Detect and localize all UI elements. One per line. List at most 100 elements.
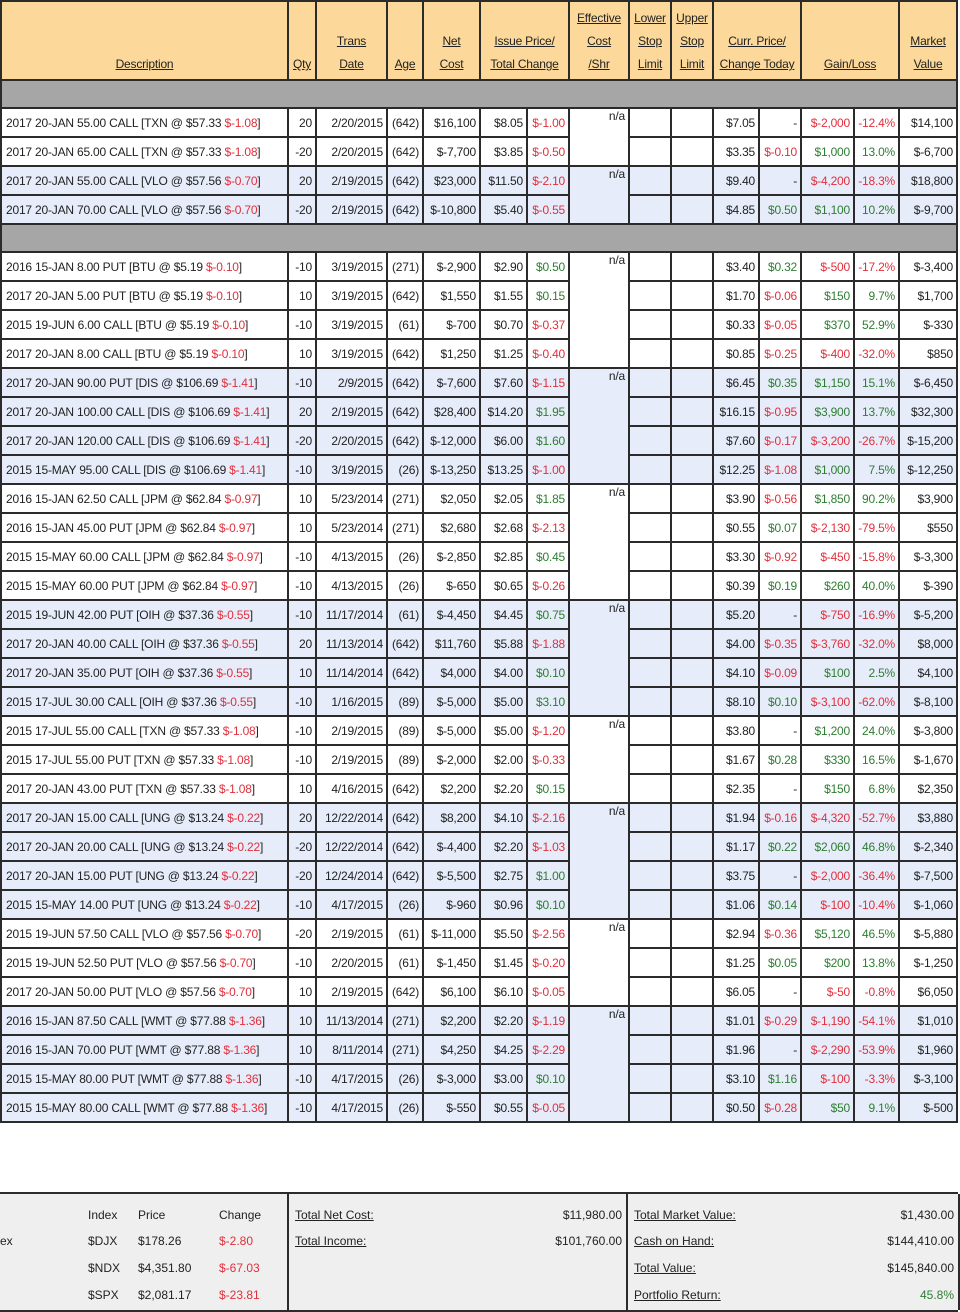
col-effective-cost[interactable]: Effective Cost/Shr bbox=[568, 0, 631, 81]
upper-stop-limit[interactable] bbox=[670, 280, 715, 311]
position-row[interactable]: 2015 19-JUN 57.50 CALL [VLO @ $57.56 $-0… bbox=[0, 918, 959, 1007]
upper-stop-limit[interactable] bbox=[670, 1063, 715, 1094]
position-row[interactable]: 2017 20-JAN 8.00 CALL [BTU @ $5.19 $-0.1… bbox=[0, 338, 959, 369]
lower-stop-limit[interactable] bbox=[628, 541, 673, 572]
position-row[interactable]: 2015 17-JUL 30.00 CALL [OIH @ $37.36 $-0… bbox=[0, 686, 959, 717]
upper-stop-limit[interactable] bbox=[670, 570, 715, 601]
position-row[interactable]: 2017 20-JAN 120.00 CALL [DIS @ $106.69 $… bbox=[0, 425, 959, 456]
position-row[interactable]: 2017 20-JAN 15.00 PUT [UNG @ $13.24 $-0.… bbox=[0, 860, 959, 891]
upper-stop-limit[interactable] bbox=[670, 1092, 715, 1123]
lower-stop-limit[interactable] bbox=[628, 889, 673, 920]
position-row[interactable]: 2016 15-JAN 8.00 PUT [BTU @ $5.19 $-0.10… bbox=[0, 251, 959, 369]
upper-stop-limit[interactable] bbox=[670, 251, 715, 282]
position-row[interactable]: 2016 15-JAN 70.00 PUT [WMT @ $77.88 $-1.… bbox=[0, 1034, 959, 1065]
lower-stop-limit[interactable] bbox=[628, 425, 673, 456]
lower-stop-limit[interactable] bbox=[628, 1005, 673, 1036]
col-trans-date[interactable]: Trans Date bbox=[315, 0, 388, 81]
lower-stop-limit[interactable] bbox=[628, 773, 673, 804]
position-row[interactable]: 2015 17-JUL 55.00 PUT [TXN @ $57.33 $-1.… bbox=[0, 744, 959, 775]
position-row[interactable]: 2016 15-JAN 45.00 PUT [JPM @ $62.84 $-0.… bbox=[0, 512, 959, 543]
lower-stop-limit[interactable] bbox=[628, 802, 673, 833]
lower-stop-limit[interactable] bbox=[628, 483, 673, 514]
lower-stop-limit[interactable] bbox=[628, 280, 673, 311]
lower-stop-limit[interactable] bbox=[628, 860, 673, 891]
position-row[interactable]: 2017 20-JAN 70.00 CALL [VLO @ $57.56 $-0… bbox=[0, 194, 959, 225]
position-row[interactable]: 2017 20-JAN 90.00 PUT [DIS @ $106.69 $-1… bbox=[0, 367, 959, 485]
lower-stop-limit[interactable] bbox=[628, 1034, 673, 1065]
position-row[interactable]: 2015 19-JUN 52.50 PUT [VLO @ $57.56 $-0.… bbox=[0, 947, 959, 978]
position-row[interactable]: 2017 20-JAN 65.00 CALL [TXN @ $57.33 $-1… bbox=[0, 136, 959, 167]
lower-stop-limit[interactable] bbox=[628, 686, 673, 717]
lower-stop-limit[interactable] bbox=[628, 1092, 673, 1123]
upper-stop-limit[interactable] bbox=[670, 483, 715, 514]
position-row[interactable]: 2017 20-JAN 50.00 PUT [VLO @ $57.56 $-0.… bbox=[0, 976, 959, 1007]
lower-stop-limit[interactable] bbox=[628, 454, 673, 485]
upper-stop-limit[interactable] bbox=[670, 165, 715, 196]
upper-stop-limit[interactable] bbox=[670, 860, 715, 891]
upper-stop-limit[interactable] bbox=[670, 802, 715, 833]
lower-stop-limit[interactable] bbox=[628, 194, 673, 225]
position-row[interactable]: 2015 15-MAY 95.00 CALL [DIS @ $106.69 $-… bbox=[0, 454, 959, 485]
position-row[interactable]: 2017 20-JAN 55.00 CALL [TXN @ $57.33 $-1… bbox=[0, 107, 959, 167]
upper-stop-limit[interactable] bbox=[670, 367, 715, 398]
lower-stop-limit[interactable] bbox=[628, 512, 673, 543]
upper-stop-limit[interactable] bbox=[670, 628, 715, 659]
position-row[interactable]: 2015 19-JUN 42.00 PUT [OIH @ $37.36 $-0.… bbox=[0, 599, 959, 717]
position-row[interactable]: 2016 15-JAN 62.50 CALL [JPM @ $62.84 $-0… bbox=[0, 483, 959, 601]
col-description[interactable]: Description bbox=[0, 0, 289, 81]
upper-stop-limit[interactable] bbox=[670, 715, 715, 746]
upper-stop-limit[interactable] bbox=[670, 136, 715, 167]
position-row[interactable]: 2017 20-JAN 100.00 CALL [DIS @ $106.69 $… bbox=[0, 396, 959, 427]
upper-stop-limit[interactable] bbox=[670, 454, 715, 485]
upper-stop-limit[interactable] bbox=[670, 425, 715, 456]
position-row[interactable]: 2017 20-JAN 43.00 PUT [TXN @ $57.33 $-1.… bbox=[0, 773, 959, 804]
position-row[interactable]: 2015 15-MAY 80.00 CALL [WMT @ $77.88 $-1… bbox=[0, 1092, 959, 1123]
lower-stop-limit[interactable] bbox=[628, 396, 673, 427]
lower-stop-limit[interactable] bbox=[628, 744, 673, 775]
lower-stop-limit[interactable] bbox=[628, 107, 673, 138]
upper-stop-limit[interactable] bbox=[670, 338, 715, 369]
position-row[interactable]: 2017 20-JAN 15.00 CALL [UNG @ $13.24 $-0… bbox=[0, 802, 959, 920]
lower-stop-limit[interactable] bbox=[628, 976, 673, 1007]
lower-stop-limit[interactable] bbox=[628, 136, 673, 167]
lower-stop-limit[interactable] bbox=[628, 1063, 673, 1094]
lower-stop-limit[interactable] bbox=[628, 599, 673, 630]
lower-stop-limit[interactable] bbox=[628, 165, 673, 196]
position-row[interactable]: 2015 15-MAY 80.00 PUT [WMT @ $77.88 $-1.… bbox=[0, 1063, 959, 1094]
upper-stop-limit[interactable] bbox=[670, 541, 715, 572]
lower-stop-limit[interactable] bbox=[628, 831, 673, 862]
col-net-cost[interactable]: Net Cost bbox=[422, 0, 481, 81]
col-curr-price[interactable]: Curr. Price/Change Today bbox=[712, 0, 803, 81]
col-issue-price[interactable]: Issue Price/Total Change bbox=[478, 0, 571, 81]
upper-stop-limit[interactable] bbox=[670, 396, 715, 427]
lower-stop-limit[interactable] bbox=[628, 657, 673, 688]
position-row[interactable]: 2017 20-JAN 55.00 CALL [VLO @ $57.56 $-0… bbox=[0, 165, 959, 225]
upper-stop-limit[interactable] bbox=[670, 889, 715, 920]
upper-stop-limit[interactable] bbox=[670, 1034, 715, 1065]
upper-stop-limit[interactable] bbox=[670, 599, 715, 630]
position-row[interactable]: 2017 20-JAN 20.00 CALL [UNG @ $13.24 $-0… bbox=[0, 831, 959, 862]
col-qty[interactable]: Qty bbox=[287, 0, 317, 81]
lower-stop-limit[interactable] bbox=[628, 715, 673, 746]
col-gain-loss[interactable]: Gain/Loss bbox=[800, 0, 901, 81]
lower-stop-limit[interactable] bbox=[628, 570, 673, 601]
upper-stop-limit[interactable] bbox=[670, 918, 715, 949]
position-row[interactable]: 2015 19-JUN 6.00 CALL [BTU @ $5.19 $-0.1… bbox=[0, 309, 959, 340]
position-row[interactable]: 2017 20-JAN 5.00 PUT [BTU @ $5.19 $-0.10… bbox=[0, 280, 959, 311]
col-age[interactable]: Age bbox=[386, 0, 424, 81]
lower-stop-limit[interactable] bbox=[628, 309, 673, 340]
position-row[interactable]: 2017 20-JAN 40.00 CALL [OIH @ $37.36 $-0… bbox=[0, 628, 959, 659]
upper-stop-limit[interactable] bbox=[670, 512, 715, 543]
upper-stop-limit[interactable] bbox=[670, 686, 715, 717]
upper-stop-limit[interactable] bbox=[670, 947, 715, 978]
position-row[interactable]: 2015 15-MAY 60.00 CALL [JPM @ $62.84 $-0… bbox=[0, 541, 959, 572]
lower-stop-limit[interactable] bbox=[628, 338, 673, 369]
upper-stop-limit[interactable] bbox=[670, 744, 715, 775]
upper-stop-limit[interactable] bbox=[670, 309, 715, 340]
position-row[interactable]: 2016 15-JAN 87.50 CALL [WMT @ $77.88 $-1… bbox=[0, 1005, 959, 1123]
col-lower-stop[interactable]: Lower Stop Limit bbox=[628, 0, 673, 81]
lower-stop-limit[interactable] bbox=[628, 918, 673, 949]
lower-stop-limit[interactable] bbox=[628, 251, 673, 282]
upper-stop-limit[interactable] bbox=[670, 831, 715, 862]
col-upper-stop[interactable]: Upper Stop Limit bbox=[670, 0, 715, 81]
